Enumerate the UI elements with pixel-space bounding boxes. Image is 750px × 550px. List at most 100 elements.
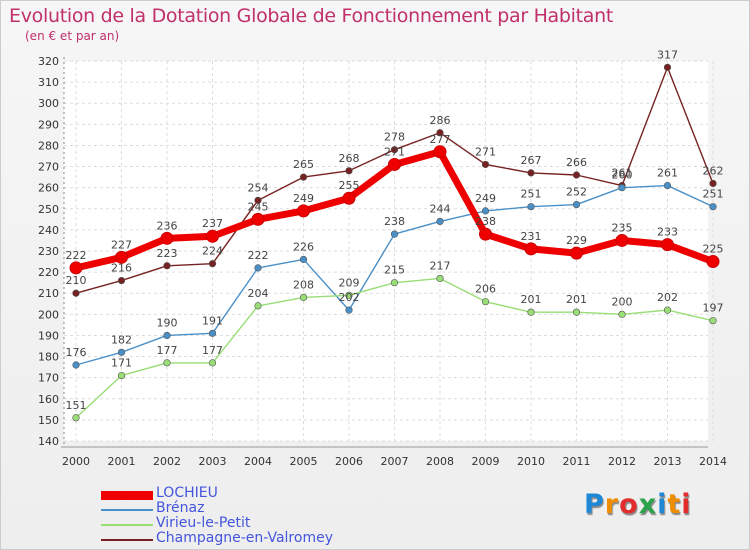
data-label: 204 [248,287,269,300]
y-tick-label: 220 [38,266,59,279]
data-label: 197 [703,302,724,315]
data-label: 229 [566,234,587,247]
data-label: 233 [657,226,678,239]
data-point [297,204,310,218]
data-label: 286 [430,114,451,127]
data-point [572,308,581,316]
x-tick-label: 2013 [654,455,682,468]
data-label: 261 [657,167,678,180]
data-label: 222 [66,249,87,262]
data-point [206,229,219,243]
data-point [618,310,626,318]
data-point [572,171,581,179]
y-tick-label: 320 [38,55,59,68]
data-point [208,260,217,268]
data-point [390,146,399,154]
data-label: 171 [111,357,132,370]
y-tick-label: 210 [38,287,59,300]
data-label: 216 [111,262,132,275]
y-tick-label: 230 [38,245,59,258]
logo-letter: x [638,489,658,520]
data-point [436,129,444,137]
data-label: 191 [202,314,223,327]
data-label: 252 [566,186,587,199]
y-tick-label: 150 [38,414,59,427]
data-point [436,217,444,226]
legend-item: LOCHIEU [101,485,431,503]
legend-label: LOCHIEU [156,485,218,501]
data-point [390,230,399,238]
logo-letter: o [619,489,639,520]
data-point [299,255,308,264]
data-point [117,276,126,285]
legend-label: Brénaz [156,500,205,516]
y-tick-label: 310 [38,76,59,89]
data-label: 201 [521,293,542,306]
y-tick-label: 180 [38,351,59,364]
data-point [208,329,217,337]
data-label: 208 [293,278,314,291]
x-tick-label: 2012 [608,455,636,468]
legend-swatch [101,509,153,511]
data-point [345,306,353,314]
data-point [524,242,538,256]
chart-title: Evolution de la Dotation Globale de Fonc… [9,5,614,27]
data-point [527,203,535,211]
data-point [615,233,629,247]
data-point [433,145,447,159]
y-tick-label: 290 [38,118,59,131]
legend-item: Champagne-en-Valromey [101,530,431,548]
y-tick-label: 240 [38,224,59,237]
data-label: 255 [339,179,360,192]
x-tick-label: 2007 [381,455,409,468]
data-label: 190 [157,316,178,329]
x-tick-label: 2001 [108,455,136,468]
data-point [481,207,490,215]
data-label: 177 [202,344,223,357]
data-label: 201 [566,293,587,306]
data-point [163,262,171,270]
data-point [72,414,80,422]
data-label: 200 [612,295,633,308]
data-point [72,361,80,369]
data-label: 277 [430,133,451,146]
data-label: 262 [703,164,724,177]
data-label: 226 [293,240,314,253]
data-label: 223 [157,247,178,260]
data-point [527,308,535,316]
data-label: 271 [384,145,405,158]
data-label: 249 [475,192,496,205]
data-label: 202 [657,291,678,304]
x-tick-label: 2004 [244,455,272,468]
data-point [663,181,672,190]
data-point [390,279,399,287]
data-point [254,302,262,310]
legend-item: Brénaz [101,500,431,518]
data-point [388,157,401,171]
data-label: 268 [339,152,360,165]
data-label: 271 [475,145,496,158]
data-point [160,231,174,245]
data-point [572,200,581,209]
data-point [115,250,128,264]
y-tick-label: 300 [38,97,59,110]
data-label: 225 [703,243,724,256]
x-tick-label: 2005 [290,455,318,468]
data-label: 244 [430,202,451,215]
data-point [208,359,217,367]
data-label: 278 [384,131,405,144]
data-label: 238 [475,215,496,228]
data-point [709,179,717,188]
data-label: 267 [521,154,542,167]
data-label: 251 [703,188,724,201]
data-point [527,169,535,177]
x-tick-label: 2003 [199,455,227,468]
x-tick-label: 2000 [62,455,90,468]
data-point [342,191,356,205]
data-point [709,203,717,211]
y-tick-label: 160 [38,393,59,406]
data-label: 217 [430,259,451,272]
y-tick-label: 250 [38,203,59,216]
